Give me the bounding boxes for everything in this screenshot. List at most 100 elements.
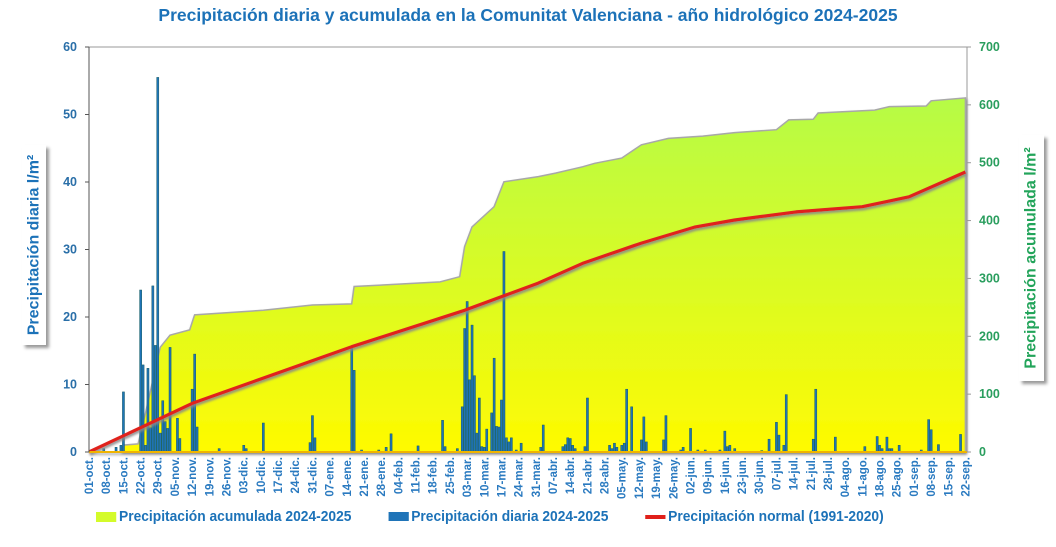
- daily-bar: [492, 357, 496, 453]
- y-tick-label-right: 100: [979, 387, 1000, 401]
- daily-bar: [463, 328, 466, 453]
- daily-bar: [141, 364, 145, 453]
- y-tick-label-right: 400: [979, 214, 1000, 228]
- daily-bar: [154, 345, 157, 453]
- x-tick-label: 08-oct.: [101, 457, 113, 494]
- x-tick-label: 25-ago.: [892, 457, 904, 497]
- x-tick-label: 19-may.: [651, 457, 663, 499]
- x-tick-label: 15-oct.: [118, 457, 130, 494]
- y-tick-label-right: 600: [979, 98, 1000, 112]
- y-tick-label-right: 0: [979, 445, 986, 459]
- y-tick-label-right: 200: [979, 329, 1000, 343]
- daily-bar: [156, 77, 160, 453]
- daily-bar: [441, 420, 444, 453]
- y-tick-label-right: 300: [979, 271, 1000, 285]
- daily-bar: [811, 438, 815, 453]
- daily-bar: [485, 428, 489, 453]
- legend-item-normal: Precipitación normal (1991-2020): [645, 508, 884, 525]
- daily-bar: [161, 400, 165, 453]
- y-tick-label-left: 0: [70, 445, 77, 459]
- legend-swatch-bar: [388, 512, 409, 521]
- x-tick-label: 12-may.: [634, 457, 646, 499]
- y-tick-label-right: 500: [979, 156, 1000, 170]
- x-tick-label: 01-sep.: [909, 457, 921, 497]
- daily-bar: [490, 412, 493, 453]
- x-tick-label: 05-may.: [617, 457, 629, 499]
- x-tick-label: 29-oct.: [153, 457, 165, 494]
- daily-bar: [505, 437, 508, 453]
- daily-bar: [642, 416, 646, 453]
- x-tick-label: 07-abr.: [548, 457, 560, 494]
- daily-bar: [122, 391, 125, 453]
- x-tick-label: 22-oct.: [136, 457, 148, 494]
- x-tick-label: 07-ene.: [325, 457, 337, 497]
- legend-swatch-area: [96, 511, 117, 522]
- legend-item-accumulated: Precipitación acumulada 2024-2025: [96, 508, 351, 525]
- daily-bar: [465, 301, 469, 453]
- x-tick-label: 21-jul.: [806, 457, 818, 490]
- x-tick-label: 14-abr.: [565, 457, 577, 494]
- x-tick-label: 01-oct.: [84, 457, 96, 494]
- daily-bar: [586, 397, 589, 453]
- daily-bar: [163, 421, 167, 453]
- y-tick-label-left: 30: [63, 243, 77, 257]
- legend-label: Precipitación normal (1991-2020): [668, 508, 884, 525]
- x-tick-label: 11-ago.: [857, 457, 869, 497]
- x-tick-label: 07-jul.: [771, 457, 783, 490]
- legend: Precipitación acumulada 2024-2025 Precip…: [96, 508, 884, 525]
- daily-bar: [937, 444, 940, 453]
- daily-bar: [625, 388, 628, 453]
- daily-bar: [495, 426, 498, 453]
- x-tick-label: 18-ago.: [875, 457, 887, 497]
- daily-bar: [502, 251, 506, 453]
- daily-bar: [645, 441, 648, 453]
- x-tick-label: 12-nov.: [187, 457, 199, 496]
- daily-bar: [478, 397, 481, 453]
- daily-bar: [664, 415, 668, 453]
- x-tick-label: 10-dic.: [256, 457, 268, 493]
- x-tick-label: 08-sep.: [926, 457, 938, 497]
- x-tick-label: 17-mar.: [496, 457, 508, 497]
- x-tick-label: 31-mar.: [531, 457, 543, 497]
- daily-bar: [519, 442, 523, 453]
- daily-bar: [834, 436, 837, 453]
- chart-title: Precipitación diaria y acumulada en la C…: [158, 5, 898, 25]
- daily-bar: [190, 388, 194, 453]
- legend-label: Precipitación acumulada 2024-2025: [119, 508, 352, 525]
- x-tick-label: 26-nov.: [222, 457, 234, 496]
- daily-bar: [168, 347, 172, 453]
- daily-bar: [564, 444, 567, 453]
- daily-bar: [151, 285, 155, 453]
- daily-bar: [195, 426, 199, 453]
- y-tick-label-left: 50: [63, 108, 77, 122]
- daily-bar: [875, 436, 879, 453]
- x-tick-label: 28-abr.: [600, 457, 612, 494]
- legend-item-daily: Precipitación diaria 2024-2025: [388, 508, 608, 525]
- x-tick-label: 28-jul.: [823, 457, 835, 490]
- daily-bar: [166, 428, 169, 453]
- x-tick-label: 16-jun.: [720, 457, 732, 494]
- x-tick-label: 19-nov.: [204, 457, 216, 496]
- daily-bar: [389, 433, 393, 453]
- x-tick-label: 17-dic.: [273, 457, 285, 493]
- x-tick-label: 24-dic.: [290, 457, 302, 493]
- daily-bar: [640, 439, 643, 453]
- x-tick-label: 14-jul.: [789, 457, 801, 490]
- x-tick-label: 10-mar.: [479, 457, 491, 497]
- x-tick-label: 23-jun.: [737, 457, 749, 494]
- daily-bar: [149, 427, 152, 453]
- daily-bar: [630, 406, 633, 453]
- daily-bar: [927, 419, 930, 453]
- x-tick-label: 03-mar.: [462, 457, 474, 497]
- daily-bar: [473, 375, 476, 453]
- daily-bar: [929, 429, 933, 453]
- daily-bar: [352, 370, 356, 453]
- daily-bar: [308, 442, 312, 453]
- x-tick-label: 21-abr.: [582, 457, 594, 494]
- y-axis-left-label: Precipitación diaria l/m²: [22, 145, 46, 345]
- x-tick-label: 25-feb.: [445, 457, 457, 494]
- daily-bar: [468, 379, 471, 453]
- x-tick-label: 02-jun.: [686, 457, 698, 494]
- x-tick-label: 04-feb.: [393, 457, 405, 494]
